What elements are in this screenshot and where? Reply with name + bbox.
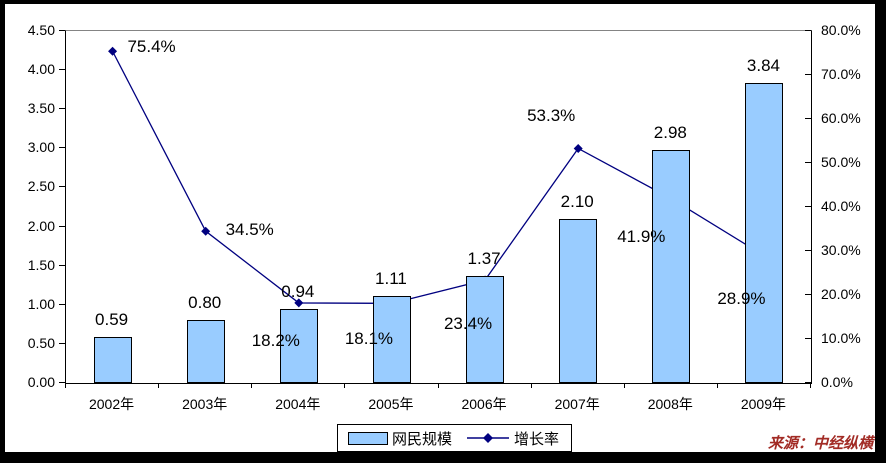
bar-value-label: 0.94 [281, 282, 315, 302]
x-axis-label: 2007年 [554, 396, 600, 412]
bar-2009年 [745, 82, 784, 383]
y-axis-tick-right [805, 118, 811, 119]
line-marker-diamond-icon [294, 298, 304, 308]
x-axis-label: 2002年 [88, 396, 135, 412]
y-axis-tick-left [59, 30, 65, 31]
y-axis-label-left: 0.50 [27, 334, 55, 351]
x-axis-label: 2004年 [275, 396, 321, 412]
x-axis-tick [65, 383, 66, 388]
y-axis-label-right: 0.0% [821, 374, 853, 390]
bar-value-label: 2.98 [653, 122, 687, 142]
bar-2007年 [559, 218, 598, 383]
line-value-label: 41.9% [617, 226, 666, 246]
y-axis-tick-left [59, 69, 65, 71]
y-axis-label-left: 2.00 [27, 217, 55, 234]
x-axis-tick [344, 383, 346, 388]
x-axis-tick [158, 383, 160, 388]
x-axis-label: 2003年 [182, 396, 228, 412]
y-axis-tick-left [59, 108, 65, 110]
y-axis-tick-right [805, 338, 811, 339]
y-axis-tick-right [805, 250, 811, 251]
line-value-label: 18.2% [251, 330, 300, 350]
y-axis-tick-right [805, 30, 811, 31]
legend-item-line: 增长率 [466, 428, 559, 449]
y-axis-tick-left [59, 342, 65, 344]
legend: 网民规模 增长率 [337, 424, 573, 452]
bar-value-label: 0.59 [95, 309, 129, 329]
bar-2004年 [279, 309, 318, 383]
line-marker-diamond-icon [573, 143, 583, 153]
y-axis-label-left: 4.50 [27, 22, 55, 38]
source-label: 来源：中经纵横 [767, 435, 873, 452]
bar-2006年 [466, 275, 505, 383]
line-value-label: 23.4% [443, 314, 493, 334]
line-value-label: 28.9% [717, 288, 766, 308]
y-axis-label-left: 0.00 [27, 374, 55, 390]
line-marker-diamond-icon [108, 46, 118, 56]
x-axis-tick [716, 383, 718, 388]
bar-value-label: 2.10 [560, 191, 594, 211]
line-value-label: 75.4% [127, 37, 176, 57]
legend-label-line: 增长率 [514, 430, 560, 448]
legend-line-swatch-icon [467, 433, 510, 443]
bar-value-label: 0.80 [188, 293, 222, 313]
x-axis-tick [437, 383, 439, 388]
y-axis-label-right: 50.0% [821, 154, 861, 170]
y-axis-tick-left [59, 382, 65, 383]
y-axis-tick-right [805, 294, 811, 295]
bar-value-label: 3.84 [746, 55, 780, 75]
y-axis-tick-left [59, 264, 65, 266]
bar-2002年 [93, 336, 132, 383]
x-axis-label: 2006年 [461, 396, 507, 412]
y-axis-label-right: 10.0% [821, 330, 861, 346]
x-axis-label: 2009年 [740, 396, 787, 412]
bar-2003年 [186, 320, 225, 383]
y-axis-label-left: 3.00 [27, 139, 55, 156]
line-marker-diamond-icon [201, 226, 211, 236]
y-axis-tick-right [805, 206, 811, 207]
y-axis-label-right: 70.0% [821, 66, 861, 82]
y-axis-tick-left [59, 225, 65, 227]
x-axis-tick [251, 383, 253, 388]
y-axis-label-right: 30.0% [821, 242, 861, 258]
y-axis-tick-right [805, 382, 811, 383]
legend-item-bar: 网民规模 [348, 428, 452, 449]
bar-2005年 [372, 296, 411, 383]
line-value-label: 53.3% [527, 106, 576, 126]
y-axis-label-left: 1.00 [27, 295, 55, 312]
y-axis-tick-left [59, 147, 65, 149]
x-axis-label: 2005年 [368, 396, 414, 412]
bar-value-label: 1.37 [467, 248, 501, 268]
y-axis-tick-left [59, 303, 65, 305]
x-axis-tick [623, 383, 625, 388]
y-axis-label-left: 1.50 [27, 256, 55, 273]
y-axis-label-left: 2.50 [27, 178, 55, 195]
y-axis-label-right: 60.0% [821, 110, 861, 126]
x-axis-label: 2008年 [647, 396, 693, 412]
chart-canvas: 0.00 0.50 1.00 1.50 2.00 2.50 3.00 3.50 4.00 4.50… [5, 4, 875, 452]
legend-bar-swatch-icon [348, 431, 388, 445]
y-axis-label-right: 80.0% [821, 22, 861, 38]
y-axis-tick-right [805, 74, 811, 75]
y-axis-label-left: 4.00 [27, 61, 55, 78]
line-value-label: 34.5% [225, 220, 274, 240]
legend-label-bar: 网民规模 [392, 430, 453, 448]
y-axis-label-right: 40.0% [821, 198, 861, 214]
y-axis-tick-right [805, 162, 811, 163]
plot-area [65, 30, 812, 384]
bar-2008年 [652, 149, 691, 383]
y-axis-label-right: 20.0% [821, 286, 861, 302]
bar-value-label: 1.11 [375, 269, 407, 289]
growth-rate-line [108, 46, 769, 308]
x-axis-tick [530, 383, 532, 388]
x-axis-tick [810, 383, 811, 388]
y-axis-label-left: 3.50 [27, 100, 55, 117]
line-value-label: 18.1% [344, 329, 394, 349]
y-axis-tick-left [59, 186, 65, 188]
